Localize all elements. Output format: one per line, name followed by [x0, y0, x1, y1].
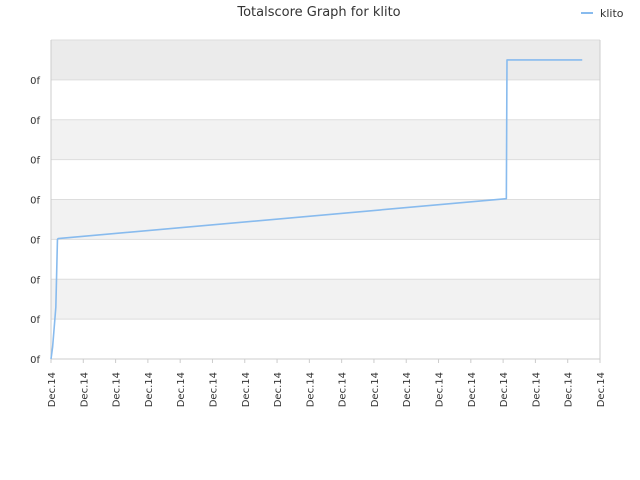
x-tick-label: Dec.14 — [338, 372, 349, 407]
x-tick-label: Dec.14 — [564, 372, 575, 407]
x-tick-label: Dec.14 — [305, 372, 316, 407]
x-tick-label: Dec.14 — [467, 372, 478, 407]
x-tick-label: Dec.14 — [79, 372, 90, 407]
legend-label: klito — [600, 7, 624, 20]
legend[interactable]: klito — [581, 7, 624, 20]
y-tick-label: 0f — [30, 275, 40, 286]
y-tick-label: 0f — [30, 116, 40, 127]
x-tick-label: Dec.14 — [176, 372, 187, 407]
y-tick-label: 0f — [30, 235, 40, 246]
x-axis: Dec.14 Dec.14 Dec.14 Dec.14 Dec.14 Dec.14 Dec.… — [47, 359, 607, 407]
x-tick-label: Dec.14 — [435, 372, 446, 407]
y-tick-label: 0f — [30, 355, 40, 366]
plot-band — [51, 199, 600, 240]
plot-band — [51, 119, 600, 160]
x-tick-label: Dec.14 — [241, 372, 252, 407]
plot-band — [51, 239, 600, 280]
x-tick-label: Dec.14 — [596, 372, 607, 407]
y-axis: 0f 0f 0f 0f 0f 0f 0f 0f — [30, 76, 40, 366]
x-tick-label: Dec.14 — [499, 372, 510, 407]
chart-title: Totalscore Graph for klito — [236, 5, 400, 20]
plot-area — [51, 40, 600, 359]
x-tick-label: Dec.14 — [531, 372, 542, 407]
grid-lines — [50, 39, 601, 360]
plot-band — [51, 279, 600, 320]
series-layer — [50, 59, 583, 360]
x-tick-label: Dec.14 — [208, 372, 219, 407]
plot-band — [51, 79, 600, 120]
y-tick-label: 0f — [30, 196, 40, 207]
y-tick-label: 0f — [30, 76, 40, 87]
x-tick-label: Dec.14 — [273, 372, 284, 407]
plot-band — [51, 159, 600, 200]
y-tick-label: 0f — [30, 315, 40, 326]
x-tick-label: Dec.14 — [370, 372, 381, 407]
plot-band — [51, 319, 600, 359]
x-tick-label: Dec.14 — [144, 372, 155, 407]
y-tick-label: 0f — [30, 156, 40, 167]
x-tick-label: Dec.14 — [47, 372, 58, 407]
series-line — [50, 59, 583, 360]
x-tick-label: Dec.14 — [402, 372, 413, 407]
x-tick-label: Dec.14 — [112, 372, 123, 407]
